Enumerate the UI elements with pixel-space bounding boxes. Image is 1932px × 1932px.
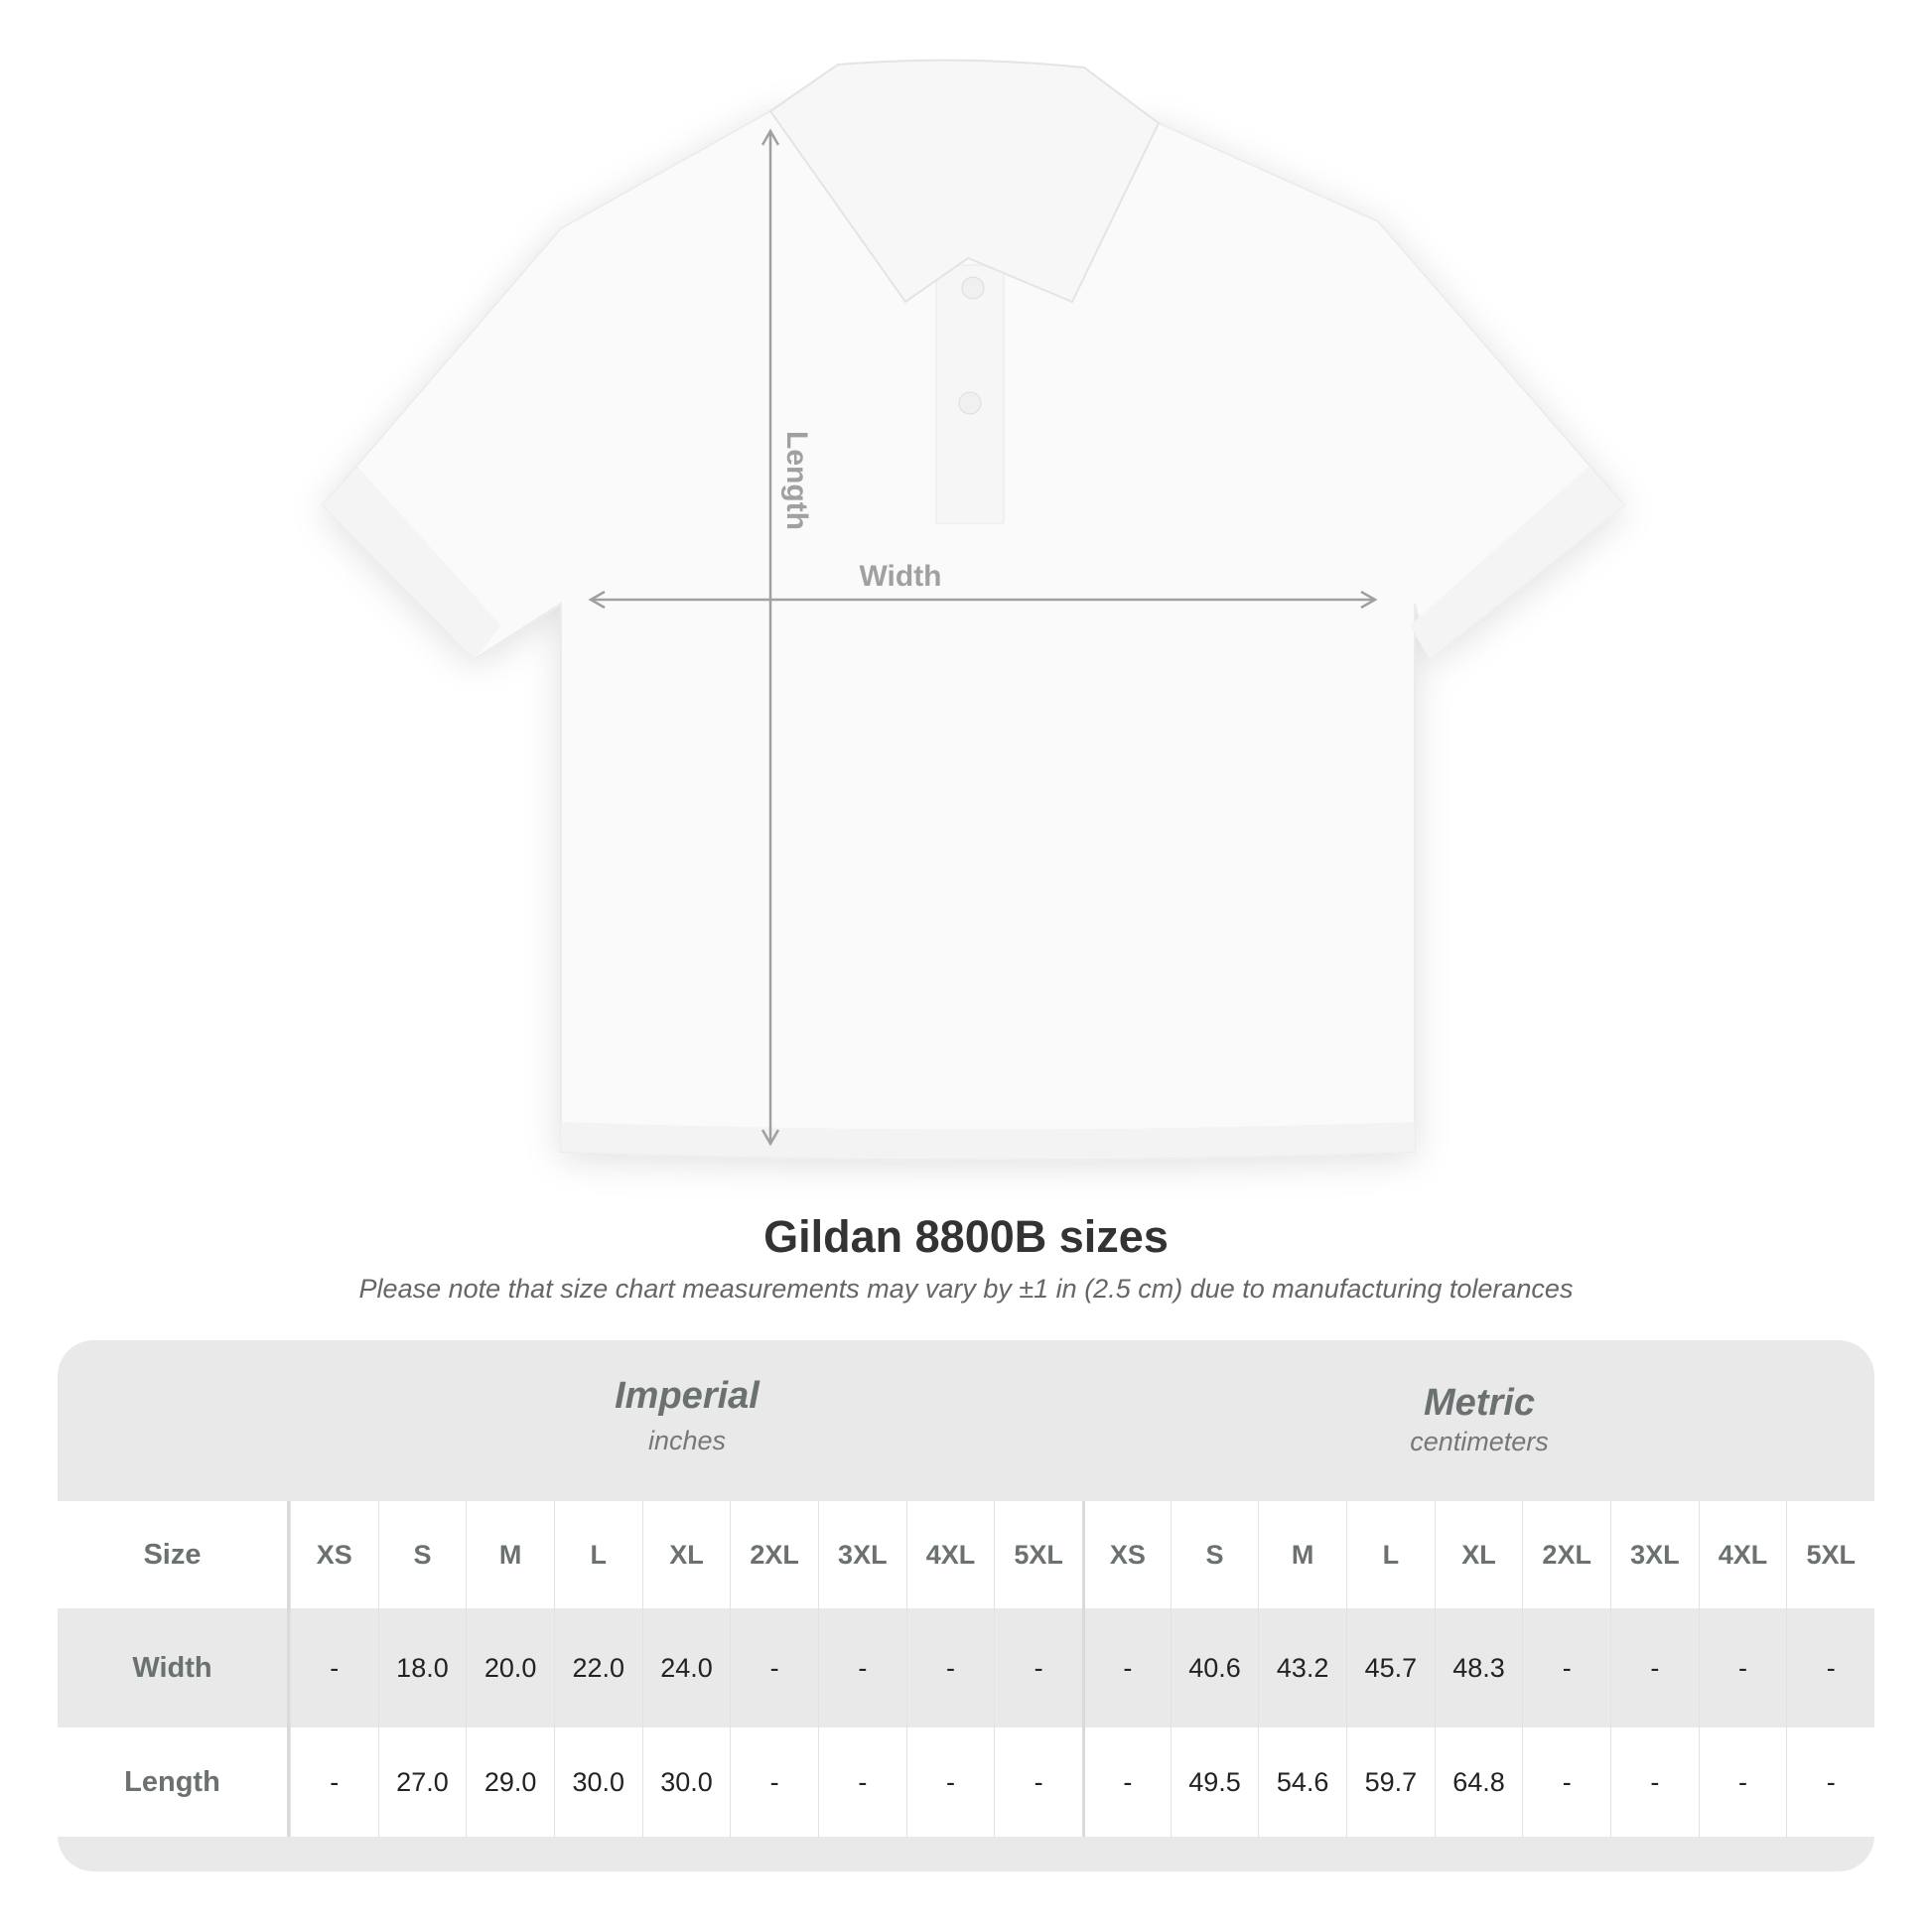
metric-value: - bbox=[1082, 1608, 1171, 1727]
imperial-value: - bbox=[730, 1727, 818, 1837]
button bbox=[958, 391, 982, 415]
metric-value: - bbox=[1786, 1608, 1874, 1727]
tolerance-note: Please note that size chart measurements… bbox=[358, 1274, 1574, 1304]
imperial-value: 18.0 bbox=[377, 1608, 467, 1727]
metric-title: Metric bbox=[1424, 1382, 1535, 1424]
metric-value: - bbox=[1082, 1727, 1171, 1837]
metric-value: 48.3 bbox=[1434, 1608, 1523, 1727]
metric-size-l: L bbox=[1346, 1501, 1435, 1608]
imperial-header: Imperial inches bbox=[290, 1340, 1084, 1501]
metric-size-5xl: 5XL bbox=[1786, 1501, 1874, 1608]
metric-value: - bbox=[1698, 1608, 1787, 1727]
row-label: Length bbox=[58, 1727, 290, 1837]
imperial-size-xl: XL bbox=[641, 1501, 731, 1608]
right-cuff bbox=[1410, 467, 1624, 659]
metric-unit: centimeters bbox=[1410, 1427, 1549, 1456]
imperial-value: - bbox=[730, 1608, 818, 1727]
imperial-value: - bbox=[289, 1608, 378, 1727]
metric-size-2xl: 2XL bbox=[1522, 1501, 1610, 1608]
metric-header: Metric centimeters bbox=[1084, 1340, 1874, 1501]
imperial-size-3xl: 3XL bbox=[817, 1501, 906, 1608]
metric-value: 64.8 bbox=[1434, 1727, 1523, 1837]
left-cuff bbox=[323, 467, 501, 659]
size-header-row: Size XS S M L XL 2XL 3XL 4XL 5XL XS S M L XL 2XL 3XL 4XL 5… bbox=[58, 1501, 1874, 1608]
imperial-value: - bbox=[817, 1608, 906, 1727]
metric-value: - bbox=[1610, 1608, 1699, 1727]
imperial-value: 24.0 bbox=[641, 1608, 731, 1727]
table-row-length: Length -27.0 29.0 30.0 30.0- - - - -49.5 54.6 59.7… bbox=[58, 1727, 1874, 1837]
imperial-value: 27.0 bbox=[377, 1727, 467, 1837]
metric-size-4xl: 4XL bbox=[1698, 1501, 1787, 1608]
size-label: Size bbox=[58, 1501, 290, 1608]
imperial-value: - bbox=[905, 1608, 995, 1727]
page-title: Gildan 8800B sizes bbox=[763, 1211, 1169, 1262]
width-label: Width bbox=[859, 560, 941, 593]
size-grid: Size XS S M L XL 2XL 3XL 4XL 5XL XS S M L XL 2XL 3XL 4XL 5… bbox=[58, 1501, 1874, 1837]
imperial-value: - bbox=[905, 1727, 995, 1837]
hem bbox=[561, 1122, 1415, 1160]
metric-value: - bbox=[1786, 1727, 1874, 1837]
metric-size-xs: XS bbox=[1082, 1501, 1171, 1608]
metric-value: - bbox=[1522, 1608, 1610, 1727]
metric-value: 59.7 bbox=[1346, 1727, 1435, 1837]
metric-size-3xl: 3XL bbox=[1610, 1501, 1699, 1608]
metric-value: 45.7 bbox=[1346, 1608, 1435, 1727]
imperial-size-l: L bbox=[553, 1501, 642, 1608]
metric-value: - bbox=[1698, 1727, 1787, 1837]
imperial-value: 20.0 bbox=[466, 1608, 554, 1727]
metric-size-s: S bbox=[1170, 1501, 1259, 1608]
imperial-unit: inches bbox=[647, 1426, 727, 1455]
length-label: Length bbox=[780, 431, 813, 530]
metric-value: 40.6 bbox=[1170, 1608, 1259, 1727]
metric-size-xl: XL bbox=[1434, 1501, 1523, 1608]
imperial-value: - bbox=[817, 1727, 906, 1837]
metric-value: 49.5 bbox=[1170, 1727, 1259, 1837]
imperial-value: - bbox=[289, 1727, 378, 1837]
imperial-size-4xl: 4XL bbox=[905, 1501, 995, 1608]
measurement-arrows bbox=[588, 128, 1378, 1147]
imperial-value: - bbox=[994, 1608, 1082, 1727]
metric-value: 43.2 bbox=[1258, 1608, 1346, 1727]
imperial-size-2xl: 2XL bbox=[730, 1501, 818, 1608]
table-row-width: Width -18.0 20.0 22.0 24.0- - - - -40.6 43.2 45.7 4… bbox=[58, 1608, 1874, 1727]
metric-value: - bbox=[1610, 1727, 1699, 1837]
imperial-size-xs: XS bbox=[289, 1501, 378, 1608]
imperial-size-s: S bbox=[377, 1501, 467, 1608]
imperial-title: Imperial bbox=[615, 1375, 759, 1417]
imperial-value: 22.0 bbox=[553, 1608, 642, 1727]
row-label: Width bbox=[58, 1608, 290, 1727]
imperial-value: 29.0 bbox=[466, 1727, 554, 1837]
button bbox=[961, 276, 985, 300]
metric-value: 54.6 bbox=[1258, 1727, 1346, 1837]
size-table: Imperial inches Metric centimeters Size X… bbox=[58, 1340, 1874, 1871]
metric-size-m: M bbox=[1258, 1501, 1346, 1608]
collar bbox=[768, 59, 1161, 304]
imperial-size-5xl: 5XL bbox=[994, 1501, 1082, 1608]
imperial-value: - bbox=[994, 1727, 1082, 1837]
imperial-size-m: M bbox=[466, 1501, 554, 1608]
imperial-value: 30.0 bbox=[553, 1727, 642, 1837]
imperial-value: 30.0 bbox=[641, 1727, 731, 1837]
metric-value: - bbox=[1522, 1727, 1610, 1837]
